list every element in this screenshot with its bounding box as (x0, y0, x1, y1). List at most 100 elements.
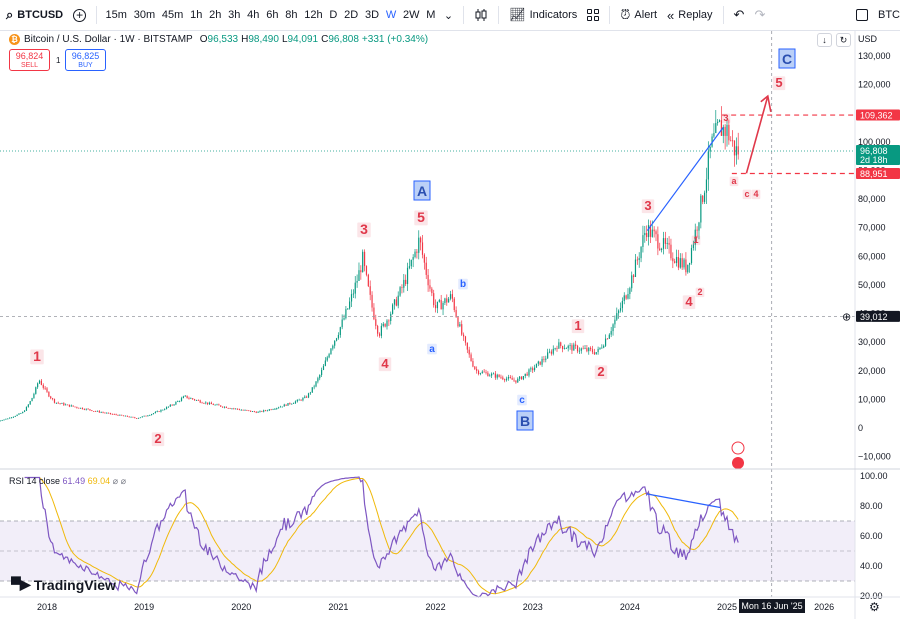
candle-body (438, 300, 440, 302)
wave-label-red[interactable]: 2 (151, 431, 165, 447)
rsi-divergence-line[interactable] (647, 493, 721, 509)
timeframe-45m[interactable]: 45m (161, 9, 184, 21)
wave-label-box-b[interactable]: B (516, 410, 534, 431)
event-flag-icon[interactable] (732, 457, 744, 469)
redo-button[interactable]: ↷ (749, 0, 770, 31)
event-refresh-icon[interactable] (731, 441, 745, 455)
layout-templates-button[interactable] (582, 0, 604, 31)
wave-label-red[interactable]: 5 (772, 75, 786, 91)
fullscreen-button[interactable] (851, 0, 873, 31)
wave-label-red[interactable]: 2 (594, 364, 608, 380)
hidden-eye-icon-2[interactable]: ⌀ (120, 476, 126, 486)
timeframe-3d[interactable]: 3D (364, 9, 380, 21)
candle-body (698, 222, 700, 231)
timeframe-d[interactable]: D (329, 9, 338, 21)
sell-button[interactable]: 96,824 SELL (9, 49, 50, 71)
series-title[interactable]: Bitcoin / U.S. Dollar · 1W · BITSTAMP (24, 34, 193, 45)
timeframe-2w[interactable]: 2W (403, 9, 420, 21)
candle-body (524, 373, 526, 377)
wave-label-blue[interactable]: b (458, 278, 468, 290)
alert-button[interactable]: ⏰︎ Alert (615, 0, 662, 31)
buy-button[interactable]: 96,825 BUY (65, 49, 106, 71)
wave-label-red-bg (571, 319, 585, 334)
right-symbol-label[interactable]: BTC (878, 9, 900, 21)
candle-body (457, 317, 459, 327)
candle-body (0, 420, 1, 422)
candle-body (569, 345, 571, 346)
wave-label-red[interactable]: 1 (691, 235, 701, 246)
chart-type-button[interactable] (469, 0, 493, 31)
wave-label-red[interactable]: 4 (682, 294, 696, 310)
wave-label-red[interactable]: 4 (378, 356, 392, 372)
candle-body (240, 409, 242, 411)
wave-label-red[interactable]: 3 (721, 113, 731, 124)
gear-icon[interactable]: ⚙︎ (869, 600, 880, 614)
indicators-button[interactable]: 📈︎ Indicators (504, 0, 582, 31)
add-alert-plus-icon[interactable]: ⊕ (842, 311, 851, 323)
wave-label-red[interactable]: 4 (751, 189, 761, 200)
tradingview-logo[interactable]: ▀▶ TradingView (11, 576, 116, 593)
timeframe-1h[interactable]: 1h (190, 9, 203, 21)
candle-body (292, 403, 295, 404)
timeframe-2h[interactable]: 2h (209, 9, 222, 21)
candle-body (162, 409, 164, 411)
timeframe-12h[interactable]: 12h (304, 9, 323, 21)
wave-label-red[interactable]: c (742, 189, 752, 200)
alarm-clock-icon: ⏰︎ (620, 7, 631, 22)
candle-body (283, 404, 285, 407)
timeframe-m[interactable]: M (426, 9, 436, 21)
projection-arrow-head[interactable] (760, 94, 772, 112)
candle-body (392, 304, 394, 314)
candle-body (298, 399, 300, 401)
auto-scale-button[interactable]: ↻ (836, 33, 851, 47)
timeframe-w[interactable]: W (385, 9, 397, 21)
wave-label-blue[interactable]: c (517, 394, 527, 406)
candle-body (666, 242, 668, 244)
candle-body (70, 405, 72, 407)
timeframe-6h[interactable]: 6h (266, 9, 279, 21)
candle-body (345, 309, 347, 319)
candle-body (154, 411, 156, 414)
undo-button[interactable]: ↶ (729, 0, 750, 31)
wave-label-red-bg (729, 176, 739, 187)
refresh-icon: ↻ (839, 35, 848, 45)
wave-label-box-a[interactable]: A (413, 180, 431, 201)
timeframe-15m[interactable]: 15m (105, 9, 127, 21)
replay-button[interactable]: « Replay (662, 0, 717, 31)
timeframe-30m[interactable]: 30m (133, 9, 156, 21)
grid-icon (587, 9, 600, 21)
trend-line[interactable] (646, 127, 724, 231)
currency-selector[interactable]: USD (858, 34, 878, 44)
wave-label-red[interactable]: 3 (357, 221, 371, 238)
timeframe-8h[interactable]: 8h (285, 9, 298, 21)
wave-label-red[interactable]: 1 (571, 318, 585, 334)
wave-label-blue[interactable]: a (427, 343, 437, 355)
candle-body (270, 409, 272, 411)
wave-label-red[interactable]: 3 (641, 198, 655, 214)
candle-body (530, 368, 532, 370)
user-drawings[interactable] (0, 31, 855, 597)
symbol-search-button[interactable]: ⌕ BTCUSD (0, 0, 68, 31)
compare-symbol-button[interactable]: + (68, 0, 91, 31)
timeframe-2d[interactable]: 2D (344, 9, 359, 21)
candle-body (590, 347, 592, 350)
wave-label-red[interactable]: 1 (30, 348, 44, 365)
wave-label-red[interactable]: a (729, 176, 739, 187)
wave-label-red[interactable]: 2 (695, 287, 705, 298)
price-tick-label: 20,000 (858, 366, 886, 376)
wave-label-red[interactable]: 5 (414, 209, 428, 226)
candle-body (246, 409, 248, 411)
candle-body (72, 405, 74, 407)
candle-body (616, 313, 618, 320)
candle-body (466, 342, 468, 350)
timeframe-dropdown[interactable]: ⌄ (439, 0, 458, 31)
scroll-down-button[interactable]: ↓ (817, 33, 832, 47)
projection-arrow-line[interactable] (745, 95, 769, 174)
timeframe-4h[interactable]: 4h (247, 9, 260, 21)
rsi-legend[interactable]: RSI 14 close 61.49 69.04 ⌀ ⌀ (9, 476, 126, 487)
timeframe-3h[interactable]: 3h (228, 9, 241, 21)
hidden-eye-icon[interactable]: ⌀ (112, 476, 119, 486)
wave-label-box-c[interactable]: C (778, 48, 796, 69)
